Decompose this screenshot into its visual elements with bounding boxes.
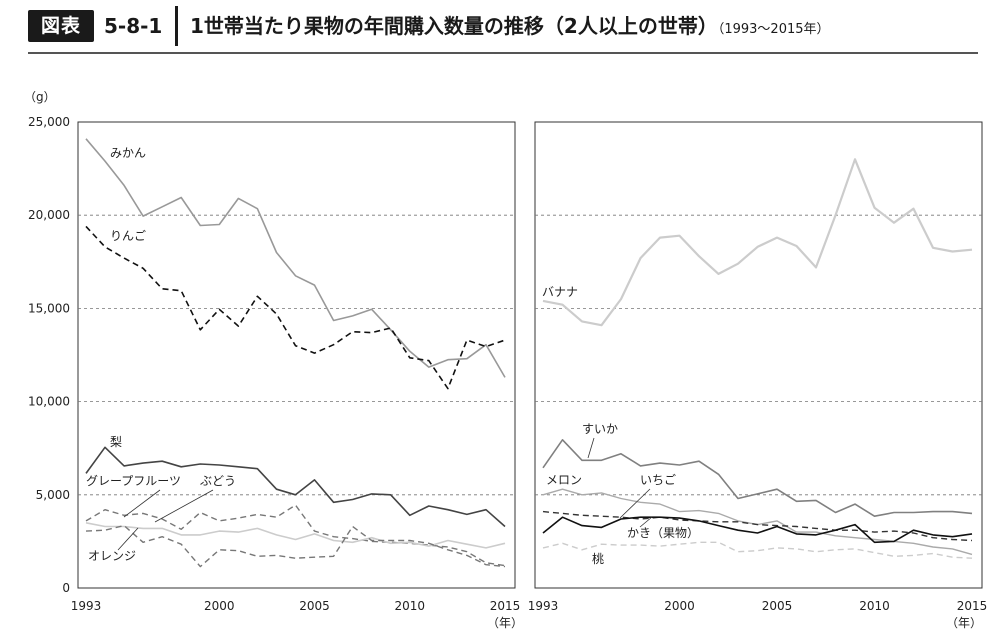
- title-divider: [175, 6, 178, 46]
- x-tick-label-left-2000: 2000: [204, 599, 235, 613]
- y-tick-label-25000: 25,000: [28, 115, 70, 129]
- y-tick-label-10000: 10,000: [28, 395, 70, 409]
- figure-title-text: 1世帯当たり果物の年間購入数量の推移（2人以上の世帯）: [190, 14, 718, 38]
- x-tick-label-right-1993: 1993: [528, 599, 559, 613]
- panel-frame-left: [77, 121, 516, 589]
- series-line-right-0: [542, 158, 973, 327]
- series-line-left-3: [85, 504, 506, 567]
- figure-subtitle: （1993～2015年）: [717, 22, 830, 37]
- x-axis-ticks: 1993 2000 2005 2010 2015 1993 2000 2005 2010 2015: [71, 599, 988, 613]
- series-label-grapefruit: グレープフルーツ: [86, 474, 181, 488]
- series-label-ichigo: いちご: [640, 472, 676, 487]
- leader-line-budou: [154, 489, 214, 523]
- x-tick-label-left-1993: 1993: [71, 599, 102, 613]
- series-label-ringo: りんご: [110, 228, 146, 243]
- x-tick-label-right-2015: 2015: [957, 599, 988, 613]
- series-label-nashi: 梨: [110, 435, 122, 449]
- leader-line-orange: [117, 527, 139, 551]
- x-unit-label-left: （年）: [487, 616, 523, 630]
- series-label-suika: すいか: [582, 422, 618, 436]
- y-tick-label-20000: 20,000: [28, 208, 70, 222]
- figure-title: 1世帯当たり果物の年間購入数量の推移（2人以上の世帯）（1993～2015年）: [190, 10, 830, 42]
- series-line-right-5: [542, 541, 973, 559]
- y-tick-label-0: 0: [62, 581, 70, 595]
- y-tick-label-5000: 5,000: [36, 488, 70, 502]
- panel-frame-right: [534, 121, 983, 589]
- leader-line-kaki: [639, 516, 653, 528]
- series-label-banana: バナナ: [542, 285, 578, 299]
- figure-number: 5-8-1: [104, 14, 163, 38]
- x-tick-label-right-2000: 2000: [664, 599, 695, 613]
- series-label-mikan: みかん: [110, 146, 146, 160]
- series-label-melon: メロン: [546, 473, 582, 487]
- x-tick-label-right-2010: 2010: [859, 599, 890, 613]
- y-axis-ticks: 0 5,000 10,000 15,000 20,000 25,000: [28, 115, 70, 595]
- series-line-right-4: [542, 516, 973, 544]
- header-rule: [28, 52, 978, 54]
- x-unit-label-right: （年）: [946, 616, 982, 630]
- series-label-momo: 桃: [592, 551, 604, 566]
- x-tick-label-left-2010: 2010: [394, 599, 425, 613]
- y-tick-label-15000: 15,000: [28, 301, 70, 315]
- figure-badge: 図表: [28, 10, 94, 42]
- left-panel: [77, 121, 516, 589]
- series-line-right-2: [542, 488, 973, 556]
- series-line-left-0: [85, 138, 506, 378]
- figure-header: 図表 5-8-1 1世帯当たり果物の年間購入数量の推移（2人以上の世帯）（199…: [0, 0, 1000, 54]
- y-unit-label: （g）: [24, 90, 56, 104]
- series-line-left-2: [85, 446, 506, 528]
- series-label-kaki: かき（果物）: [627, 526, 699, 540]
- x-tick-label-right-2005: 2005: [762, 599, 793, 613]
- x-tick-label-left-2015: 2015: [490, 599, 521, 613]
- series-label-budou: ぶどう: [200, 474, 236, 488]
- series-label-orange: オレンジ: [88, 549, 136, 563]
- x-tick-label-left-2005: 2005: [299, 599, 330, 613]
- leader-line-ichigo: [619, 488, 651, 519]
- series-line-left-4: [85, 522, 506, 549]
- series-line-right-1: [542, 438, 973, 518]
- leader-line-suika: [587, 437, 595, 459]
- leader-line-grapefruit: [123, 489, 161, 518]
- right-panel: [534, 121, 983, 589]
- series-line-right-3: [542, 510, 973, 542]
- series-line-left-1: [85, 225, 506, 390]
